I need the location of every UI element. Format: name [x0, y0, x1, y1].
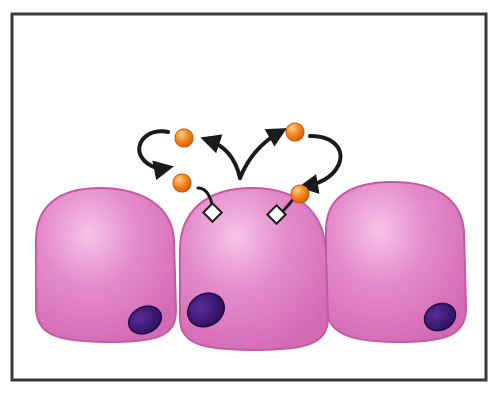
arrow-left-loop: [137, 129, 174, 181]
ligand-lower-left: [172, 173, 192, 193]
ligand-upper-left: [174, 128, 194, 148]
ligand-bound-right: [290, 184, 310, 204]
signal-molecules: [172, 122, 310, 204]
right-cell: [325, 180, 468, 344]
arrow-to-upper-right-ligand: [238, 128, 287, 180]
center-cell-nucleus: [186, 292, 226, 328]
left-cell: [35, 186, 178, 344]
arrow-right-loop: [298, 134, 343, 194]
center-cell: [179, 186, 330, 352]
signal-arrows: [137, 128, 343, 194]
right-cell-nucleus: [423, 302, 457, 332]
arrow-to-upper-left-ligand: [200, 134, 242, 180]
left-cell-nucleus: [127, 305, 163, 335]
left-receptor: [196, 186, 224, 224]
ligand-upper-right: [285, 122, 305, 142]
